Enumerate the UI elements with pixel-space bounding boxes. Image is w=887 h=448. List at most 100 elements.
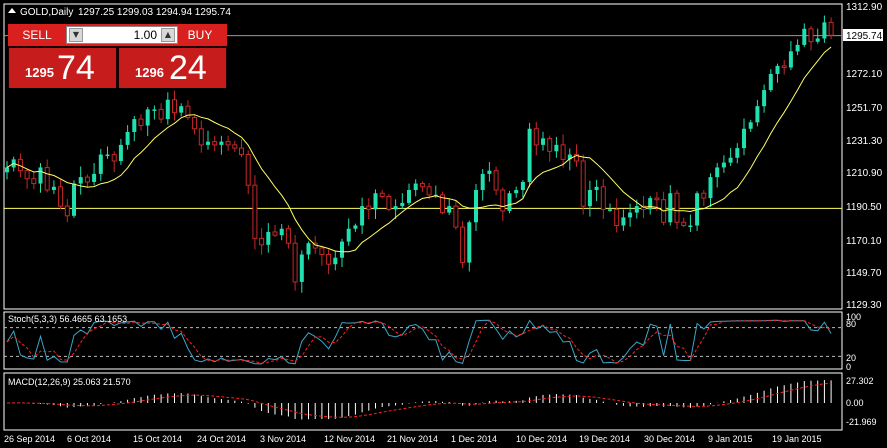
time-axis-label: 19 Jan 2015 [772,434,822,444]
lot-size-input[interactable] [87,27,157,43]
candle-body [781,65,787,68]
candle-body [38,167,43,184]
candle-body [654,197,660,201]
macd-panel-frame [3,372,843,431]
candle-body [105,154,110,157]
candle-body [393,206,398,210]
candle-body [72,183,76,216]
buy-price-prefix: 1296 [135,65,164,80]
lot-increase-icon[interactable]: ▲ [161,28,175,42]
current-price-tag [843,29,883,41]
candle-body [768,73,773,91]
candle-body [681,221,687,226]
candle-body [206,141,210,145]
candle-body [245,154,251,186]
candle-body [319,247,325,256]
candle-body [762,90,767,107]
candle-body [608,209,612,211]
candle-body [507,193,512,211]
ohlc-values: 1297.25 1299.03 1294.94 1295.74 [78,7,231,18]
candle-body [788,51,793,68]
candle-body [386,195,392,210]
time-axis: 26 Sep 2014 6 Oct 2014 15 Oct 2014 24 Oc… [4,434,822,444]
candle-body [742,128,746,149]
candle-body [158,108,164,120]
macd-signal-line [6,382,832,418]
trading-panel-top-bar: SELL ▼ ▲ BUY [8,24,227,46]
candle-body [554,144,559,152]
candle-body [755,106,760,123]
candle-body [721,162,726,168]
time-axis-label: 26 Sep 2014 [4,434,55,444]
stoch-level-label: 0 [846,362,851,372]
candle-body [520,181,525,191]
collapse-triangle-icon[interactable] [8,8,16,13]
moving-average-line [6,46,832,253]
lot-decrease-icon[interactable]: ▼ [69,28,83,42]
candle-body [118,144,123,161]
candle-body [152,109,157,111]
candle-body [419,183,425,188]
candle-body [514,190,519,194]
candle-body [567,154,572,160]
price-axis-label: 1190.50 [846,202,882,213]
candle-body [574,154,579,162]
candle-body [775,65,780,74]
price-axis-label: 1149.70 [846,268,882,279]
candle-body [600,186,606,210]
stoch-level-label: 100 [846,312,861,322]
candle-body [266,231,271,245]
time-axis-label: 24 Oct 2014 [197,434,246,444]
candle-body [192,116,198,130]
lot-size-field: ▼ ▲ [66,26,178,44]
price-axis-label: 1170.10 [846,236,882,247]
candle-body [580,160,586,207]
candle-body [165,99,170,120]
candle-body [299,254,304,282]
candle-body [198,128,204,146]
candle-body [467,222,472,263]
candle-body [24,170,30,180]
candle-body [132,119,137,132]
candle-body [285,228,291,244]
candle-body [172,99,177,114]
candle-body [614,208,620,226]
time-axis-label: 1 Dec 2014 [451,434,497,444]
candle-body [44,166,50,191]
candle-body [701,192,707,199]
sell-price-button[interactable]: 1295 74 [9,48,116,88]
current-price-label: 1295.74 [846,31,883,42]
candle-body [111,154,117,162]
candle-body [138,118,144,127]
candle-body [560,144,566,160]
candle-body [541,138,545,145]
candle-body [460,226,466,264]
macd-level-label: 0.00 [846,398,864,408]
stoch-main-line [6,319,832,365]
buy-price-pips: 24 [169,49,207,87]
candle-body [634,206,639,213]
candle-body [360,206,365,226]
candle-body [474,190,478,223]
candle-body [340,241,344,258]
price-axis-label: 1312.90 [846,2,883,13]
buy-button[interactable]: BUY [187,28,213,42]
candle-body [272,231,278,236]
candle-body [232,144,238,149]
sell-price-prefix: 1295 [25,65,54,80]
candle-body [802,28,807,45]
buy-price-button[interactable]: 1296 24 [119,48,226,88]
candle-body [179,106,184,113]
stoch-level-label: 80 [846,319,856,329]
candle-body [379,192,385,197]
candle-body [447,206,452,213]
candle-body [259,237,265,246]
macd-level-label: 27.302 [846,376,874,386]
sell-button[interactable]: SELL [22,28,52,42]
candle-body [815,38,820,42]
candle-body [594,186,599,191]
time-axis-label: 15 Oct 2014 [133,434,182,444]
candle-body [748,122,753,129]
candle-body [366,205,372,210]
